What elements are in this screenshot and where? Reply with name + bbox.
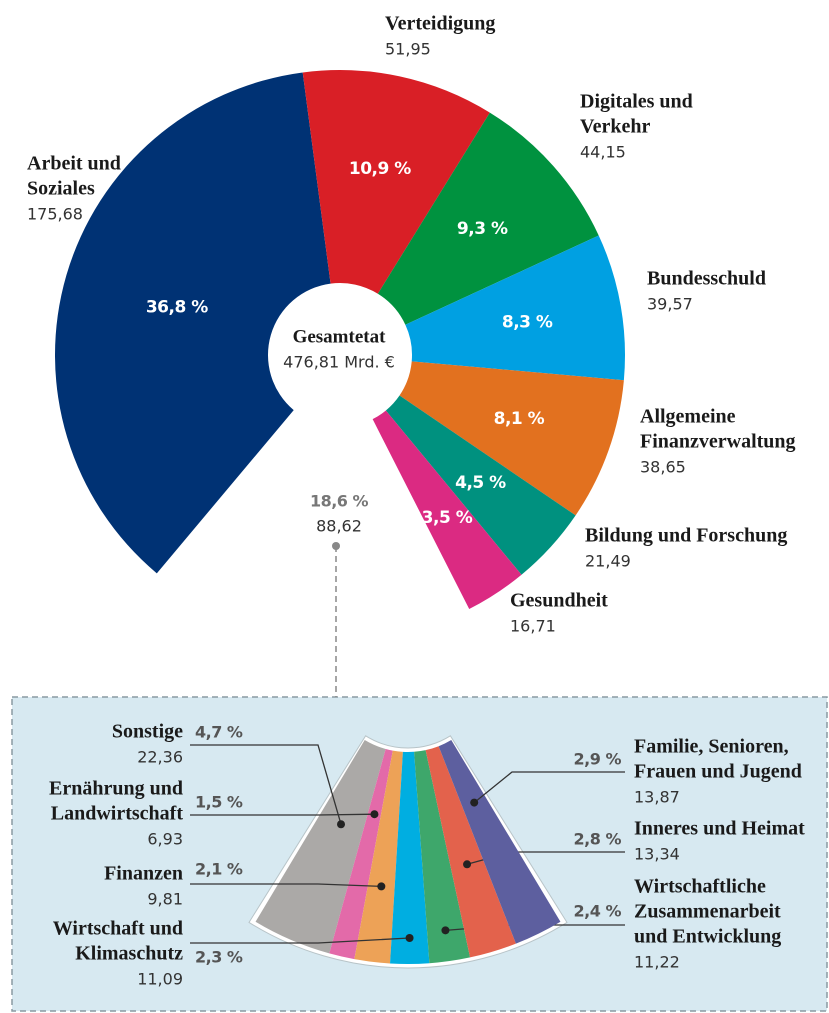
detail-name: Wirtschaft und [53, 918, 183, 940]
percent-label: 4,5 % [455, 473, 506, 493]
leader-line [190, 813, 375, 816]
fan-segment [390, 751, 430, 964]
segment-amount: 38,65 [640, 458, 686, 477]
segment-name: Bildung und Forschung [585, 525, 787, 547]
connector-dot [332, 542, 340, 550]
leader-dot [370, 810, 379, 819]
detail-amount: 13,87 [634, 788, 680, 807]
segment-name: Verkehr [580, 116, 650, 138]
donut-segment [54, 72, 331, 574]
percent-label: 8,1 % [494, 409, 545, 429]
segment-name: Digitales und [580, 91, 693, 113]
leader-line [190, 883, 382, 888]
leader-line [473, 771, 625, 804]
fan-segment [438, 740, 561, 944]
detail-amount: 11,22 [634, 953, 680, 972]
segment-name: Arbeit und [27, 153, 121, 175]
segment-name: Soziales [27, 178, 95, 200]
detail-name: Klimaschutz [75, 943, 183, 965]
detail-name: und Entwicklung [634, 926, 781, 948]
leader-dot [405, 933, 414, 942]
detail-name: Sonstige [112, 721, 183, 743]
detail-name: Familie, Senioren, [634, 736, 789, 758]
donut-segment [302, 70, 490, 294]
donut-segment [385, 395, 576, 575]
detail-percent: 2,1 % [195, 860, 243, 879]
segment-name: Gesundheit [510, 590, 608, 612]
segment-name: Verteidigung [385, 13, 495, 35]
donut-segment [372, 410, 522, 610]
detail-name: Finanzen [104, 863, 183, 885]
segment-amount: 21,49 [585, 552, 631, 571]
percent-label: 3,5 % [422, 508, 473, 528]
fan-segment [354, 750, 403, 964]
leader-dot [470, 798, 479, 807]
leader-line [190, 744, 342, 825]
detail-name: Landwirtschaft [51, 803, 184, 825]
segment-amount: 16,71 [510, 617, 556, 636]
rest-amount: 88,62 [316, 517, 362, 536]
leader-dot [377, 882, 386, 891]
percent-label: 8,3 % [502, 312, 553, 332]
detail-amount: 11,09 [137, 970, 183, 989]
detail-percent: 2,4 % [574, 902, 622, 921]
segment-name: Bundesschuld [647, 268, 766, 290]
segment-name: Allgemeine [640, 406, 736, 428]
segment-amount: 44,15 [580, 143, 626, 162]
percent-label: 36,8 % [146, 297, 208, 317]
percent-label: 9,3 % [457, 219, 508, 239]
detail-name: Wirtschaftliche [634, 876, 766, 898]
detail-amount: 9,81 [147, 890, 183, 909]
detail-amount: 22,36 [137, 748, 183, 767]
leader-dot [463, 860, 472, 869]
detail-name: Zusammenarbeit [634, 901, 781, 923]
leader-dot [337, 820, 346, 829]
donut-segment [399, 361, 624, 516]
fan-segment [329, 748, 393, 960]
detail-percent: 1,5 % [195, 793, 243, 812]
rest-percent: 18,6 % [310, 492, 369, 511]
donut-segment [377, 112, 599, 325]
center-title: Gesamtetat [293, 326, 387, 347]
detail-amount: 6,93 [147, 830, 183, 849]
detail-percent: 2,8 % [574, 830, 622, 849]
detail-percent: 2,3 % [195, 948, 243, 967]
segment-name: Finanzverwaltung [640, 431, 796, 453]
detail-name: Frauen und Jugend [634, 761, 802, 783]
center-label: 476,81 Mrd. € [283, 353, 395, 372]
detail-amount: 13,34 [634, 845, 680, 864]
segment-amount: 51,95 [385, 40, 431, 59]
fan-segment [255, 740, 386, 954]
detail-percent: 4,7 % [195, 723, 243, 742]
donut-segment [405, 235, 626, 381]
segment-amount: 175,68 [27, 205, 83, 224]
segment-amount: 39,57 [647, 295, 693, 314]
fan-segment [425, 746, 516, 958]
detail-name: Inneres und Heimat [634, 818, 805, 840]
detail-percent: 2,9 % [574, 750, 622, 769]
leader-dot [441, 926, 450, 935]
detail-name: Ernährung und [49, 778, 183, 800]
leader-line [190, 937, 410, 944]
fan-segment [414, 750, 471, 964]
percent-label: 10,9 % [349, 159, 411, 179]
